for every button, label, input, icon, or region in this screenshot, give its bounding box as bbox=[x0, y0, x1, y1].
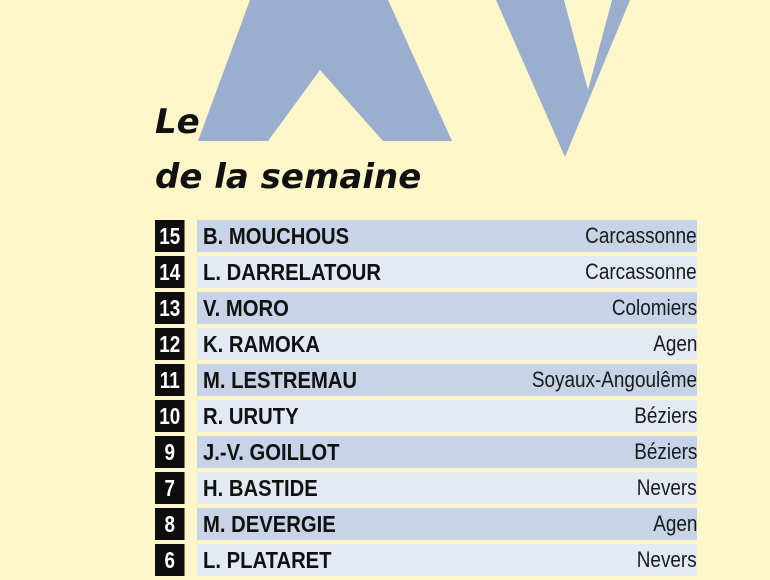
player-bar: L. PLATARET Nevers bbox=[197, 544, 697, 576]
roster-row: 12 K. RAMOKA Agen bbox=[155, 328, 697, 360]
player-bar: J.-V. GOILLOT Béziers bbox=[197, 436, 697, 468]
player-bar: B. MOUCHOUS Carcassonne bbox=[197, 220, 697, 252]
player-bar: K. RAMOKA Agen bbox=[197, 328, 697, 360]
player-bar: R. URUTY Béziers bbox=[197, 400, 697, 432]
roster-row: 11 M. LESTREMAU Soyaux-Angoulême bbox=[155, 364, 697, 396]
title-de-la-semaine: de la semaine bbox=[155, 157, 422, 197]
jersey-number: 6 bbox=[155, 544, 185, 576]
jersey-number: 9 bbox=[155, 436, 185, 468]
roster-row: 8 M. DEVERGIE Agen bbox=[155, 508, 697, 540]
player-name: M. DEVERGIE bbox=[203, 511, 336, 537]
player-name: M. LESTREMAU bbox=[203, 367, 358, 393]
x-shape bbox=[198, 0, 452, 141]
player-club: Nevers bbox=[637, 475, 697, 500]
player-club: Carcassonne bbox=[585, 223, 697, 248]
player-bar: M. DEVERGIE Agen bbox=[197, 508, 697, 540]
roster-row: 7 H. BASTIDE Nevers bbox=[155, 472, 697, 504]
jersey-number: 7 bbox=[155, 472, 185, 504]
player-club: Agen bbox=[652, 511, 697, 536]
xv-logo-graphic bbox=[198, 0, 630, 157]
player-bar: L. DARRELATOUR Carcassonne bbox=[197, 256, 697, 288]
roster-row: 6 L. PLATARET Nevers bbox=[155, 544, 697, 576]
player-name: L. PLATARET bbox=[203, 547, 332, 573]
title-le: Le bbox=[155, 102, 200, 142]
player-club: Agen bbox=[652, 331, 697, 356]
player-club: Soyaux-Angoulême bbox=[531, 367, 697, 392]
team-roster: 15 B. MOUCHOUS Carcassonne 14 L. DARRELA… bbox=[155, 220, 697, 580]
v-shape bbox=[496, 0, 630, 157]
player-name: B. MOUCHOUS bbox=[203, 223, 350, 249]
roster-row: 9 J.-V. GOILLOT Béziers bbox=[155, 436, 697, 468]
player-club: Béziers bbox=[633, 439, 697, 464]
jersey-number: 13 bbox=[155, 292, 185, 324]
player-club: Carcassonne bbox=[585, 259, 697, 284]
player-name: V. MORO bbox=[203, 295, 289, 321]
jersey-number: 14 bbox=[155, 256, 185, 288]
jersey-number: 10 bbox=[155, 400, 185, 432]
jersey-number: 15 bbox=[155, 220, 185, 252]
jersey-number: 8 bbox=[155, 508, 185, 540]
roster-row: 14 L. DARRELATOUR Carcassonne bbox=[155, 256, 697, 288]
roster-row: 10 R. URUTY Béziers bbox=[155, 400, 697, 432]
roster-row: 13 V. MORO Colomiers bbox=[155, 292, 697, 324]
player-name: L. DARRELATOUR bbox=[203, 259, 382, 285]
player-club: Nevers bbox=[637, 547, 697, 572]
player-bar: V. MORO Colomiers bbox=[197, 292, 697, 324]
jersey-number: 12 bbox=[155, 328, 185, 360]
player-club: Béziers bbox=[633, 403, 697, 428]
player-name: H. BASTIDE bbox=[203, 475, 318, 501]
jersey-number: 11 bbox=[155, 364, 185, 396]
roster-row: 15 B. MOUCHOUS Carcassonne bbox=[155, 220, 697, 252]
player-bar: M. LESTREMAU Soyaux-Angoulême bbox=[197, 364, 697, 396]
player-name: K. RAMOKA bbox=[203, 331, 320, 357]
player-name: J.-V. GOILLOT bbox=[203, 439, 340, 465]
player-name: R. URUTY bbox=[203, 403, 299, 429]
player-club: Colomiers bbox=[611, 295, 697, 320]
player-bar: H. BASTIDE Nevers bbox=[197, 472, 697, 504]
